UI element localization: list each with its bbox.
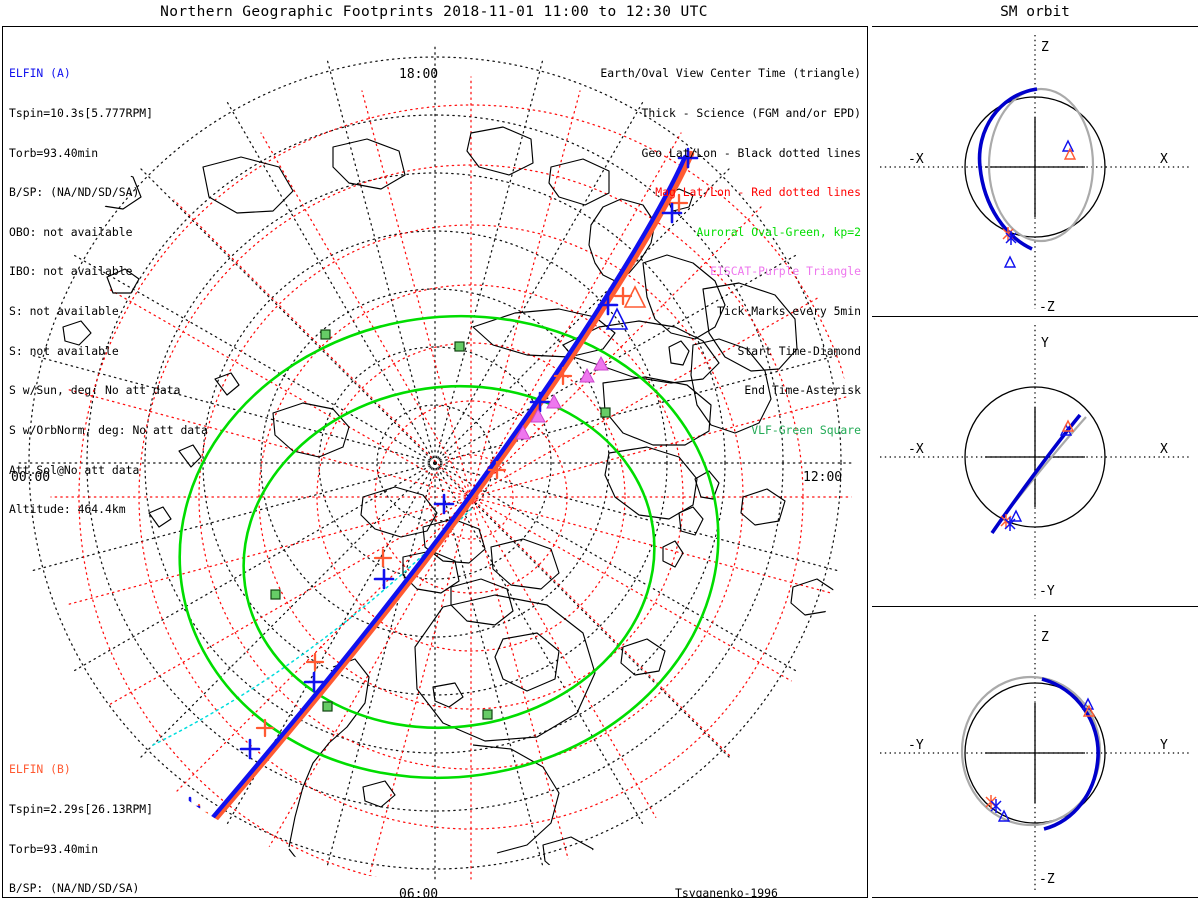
sm-yz-axis-left: -Y [908,738,924,753]
spacecraft-a-name: ELFIN (A) [9,66,71,81]
sm-xz-axis-right: X [1160,152,1168,167]
legend-item-auroral-oval: Auroral Oval-Green, kp=2 [696,224,861,239]
legend-item-end-time: End Time-Asterisk [744,383,861,398]
spacecraft-a-altitude: Altitude: 464.4km [9,502,126,517]
spacecraft-b-tspin: Tspin=2.29s[26.13RPM] [9,802,154,817]
sm-orbit-panel-xz[interactable]: -X X Z -Z [872,26,1198,316]
sm-xy-canvas: -X X Y -Y [880,325,1190,599]
credits-block: Tsyganenko-1996 Created: Sun Jan 29 09:2… [675,861,867,898]
sm-xy-axis-right: X [1160,442,1168,457]
clock-label-0000: 00:00 [11,470,51,485]
legend-item-geo-grid: Geo Lat/Lon - Black dotted lines [641,145,861,160]
legend-item-tick-marks: Tick Marks every 5min [716,304,861,319]
legend-item-mag-grid: Mag Lat/Lon - Red dotted lines [655,185,861,200]
legend-item-thick-science: Thick - Science (FGM and/or EPD) [641,106,861,121]
spacecraft-a-info-panel: ELFIN (A) Tspin=10.3s[5.777RPM] Torb=93.… [9,41,208,543]
spacecraft-b-bsp: B/SP: (NA/ND/SD/SA) [9,881,140,896]
legend-item-eiscat: EISCAT-Purple Triangle [710,264,861,279]
sm-xz-axis-left: -X [908,152,924,167]
spacecraft-a-torb: Torb=93.40min [9,145,99,160]
sm-xy-axis-left: -X [908,442,924,457]
spacecraft-a-att-sol: Att.Sol@No att data [9,462,140,477]
spacecraft-a-s2: S: not available [9,343,119,358]
map-canvas [17,45,853,881]
spacecraft-a-ibo: IBO: not available [9,264,133,279]
spacecraft-a-orbnorm-angle: S w/OrbNorm, deg: No att data [9,422,208,437]
legend-item-start-time: Start Time-Diamond [737,343,861,358]
sm-xz-canvas: -X X Z -Z [880,35,1190,315]
sm-orbit-panel-yz[interactable]: -Y Y Z -Z [872,606,1198,898]
clock-label-1800: 18:00 [399,67,439,82]
spacecraft-a-obo: OBO: not available [9,224,133,239]
page-title: Northern Geographic Footprints 2018-11-0… [160,4,708,20]
sm-yz-axis-right: Y [1160,738,1168,753]
sm-xz-axis-bottom: -Z [1039,300,1055,315]
legend-item-view-center: Earth/Oval View Center Time (triangle) [600,66,861,81]
spacecraft-a-sun-angle: S w/Sun, deg: No att data [9,383,181,398]
spacecraft-a-bsp: B/SP: (NA/ND/SD/SA) [9,185,140,200]
clock-label-0600: 06:00 [399,887,439,898]
sm-xz-axis-top: Z [1041,40,1049,55]
sm-yz-axis-top: Z [1041,630,1049,645]
sm-yz-canvas: -Y Y Z -Z [880,615,1190,891]
sm-xy-axis-bottom: -Y [1039,584,1055,599]
map-legend: Earth/Oval View Center Time (triangle) T… [600,41,861,464]
sm-orbit-title: SM orbit [1000,4,1070,20]
sm-orbit-panel-xy[interactable]: -X X Y -Y [872,316,1198,606]
spacecraft-a-s1: S: not available [9,304,119,319]
spacecraft-b-info-panel: ELFIN (B) Tspin=2.29s[26.13RPM] Torb=93.… [9,737,208,897]
spacecraft-b-torb: Torb=93.40min [9,841,99,856]
geographic-footprint-map[interactable]: ELFIN (A) Tspin=10.3s[5.777RPM] Torb=93.… [2,26,868,898]
spacecraft-b-name: ELFIN (B) [9,762,71,777]
sm-xy-axis-top: Y [1041,336,1049,351]
sm-yz-axis-bottom: -Z [1039,872,1055,887]
spacecraft-a-tspin: Tspin=10.3s[5.777RPM] [9,106,154,121]
clock-label-1200: 12:00 [803,470,843,485]
legend-item-vlf: VLF-Green Square [751,422,861,437]
model-name: Tsyganenko-1996 [675,886,778,898]
